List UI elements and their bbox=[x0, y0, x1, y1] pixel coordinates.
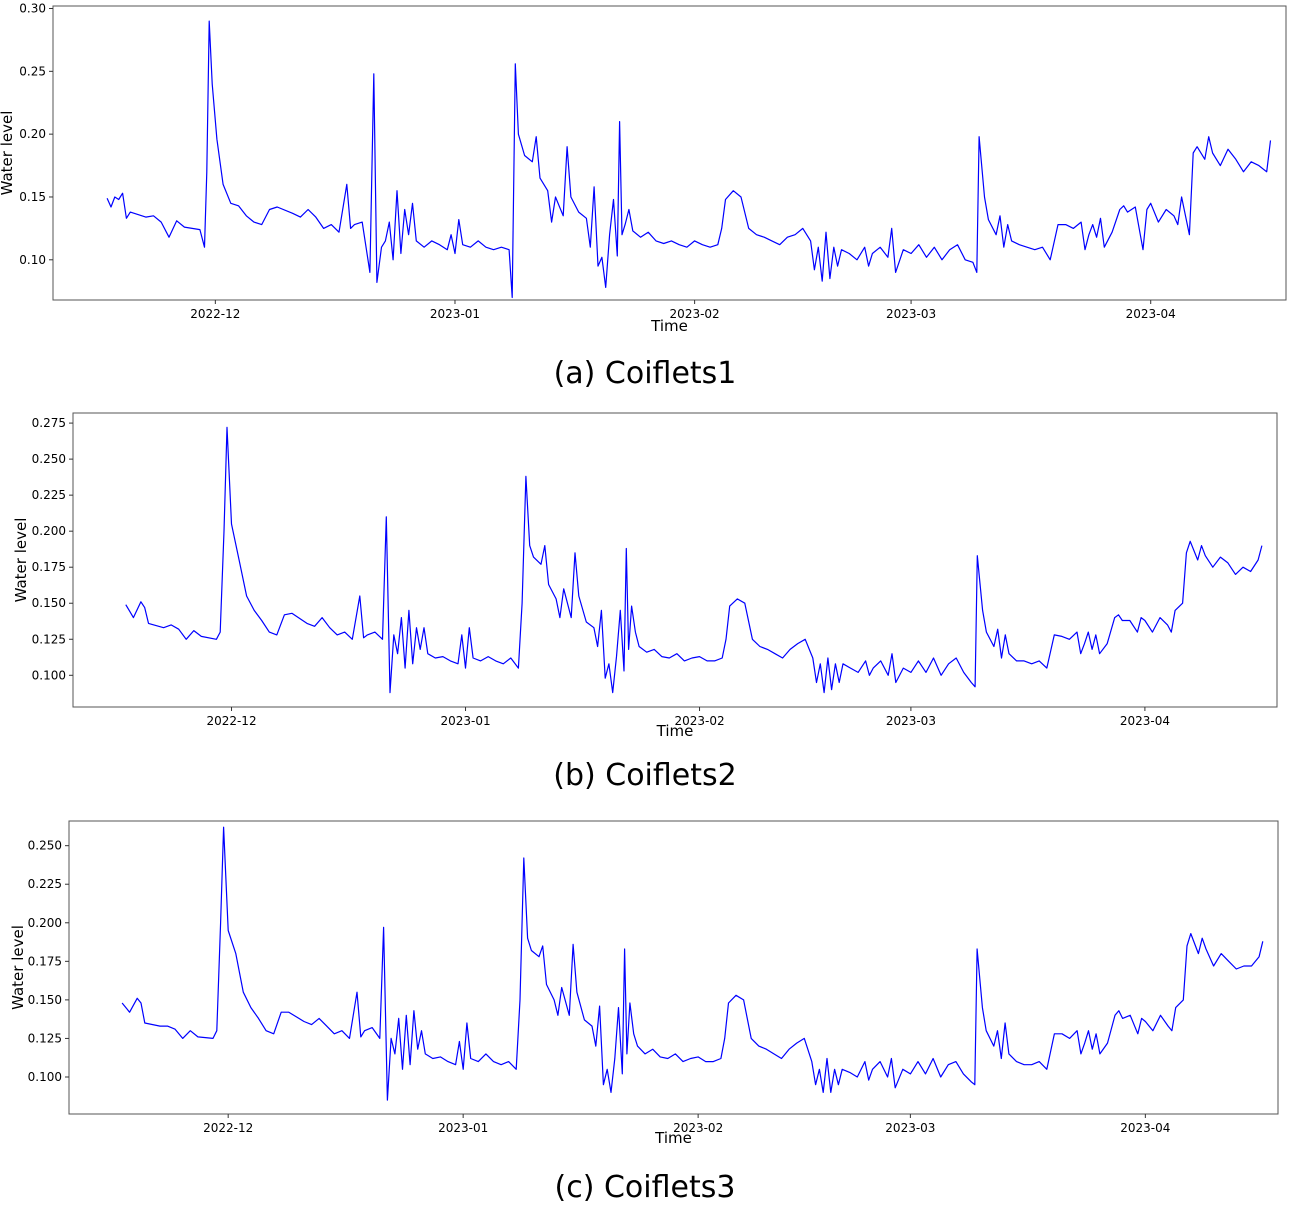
y-tick-label: 0.250 bbox=[28, 839, 62, 853]
plot-frame bbox=[52, 5, 1287, 301]
x-tick-label: 2023-02 bbox=[674, 714, 724, 728]
x-tick-label: 2023-01 bbox=[430, 307, 480, 321]
y-axis-label: Water level bbox=[12, 518, 30, 603]
x-tick-label: 2023-03 bbox=[886, 714, 936, 728]
y-tick-label: 0.175 bbox=[28, 954, 62, 968]
y-tick-label: 0.200 bbox=[32, 524, 66, 538]
y-tick-label: 0.15 bbox=[19, 190, 46, 204]
y-tick-label: 0.20 bbox=[19, 127, 46, 141]
x-tick-label: 2023-04 bbox=[1126, 307, 1176, 321]
x-axis-label: Time bbox=[656, 722, 694, 740]
y-tick-label: 0.25 bbox=[19, 64, 46, 78]
y-tick-label: 0.100 bbox=[32, 668, 66, 682]
chart-panel-b: 0.100 0.125 0.150 0.175 0.200 0.225 0.250 0.275… bbox=[0, 405, 1290, 750]
plot-frame bbox=[68, 820, 1279, 1115]
y-tick-label: 0.100 bbox=[28, 1070, 62, 1084]
x-tick-label: 2023-03 bbox=[885, 1121, 935, 1135]
chart-panel-c: 0.100 0.125 0.150 0.175 0.200 0.225 0.250 2022-… bbox=[0, 812, 1290, 1157]
x-axis-label: Time bbox=[650, 317, 688, 335]
chart-panel-a: 0.10 0.15 0.20 0.25 0.30 2022-12 2023-01 2023-0… bbox=[0, 0, 1290, 345]
y-tick-label: 0.200 bbox=[28, 916, 62, 930]
x-tick-label: 2022-12 bbox=[190, 307, 240, 321]
x-tick-label: 2023-02 bbox=[673, 1121, 723, 1135]
y-axis-label: Water level bbox=[9, 925, 27, 1010]
x-tick-label: 2023-04 bbox=[1120, 1121, 1170, 1135]
y-tick-label: 0.10 bbox=[19, 253, 46, 267]
y-tick-label: 0.175 bbox=[32, 560, 66, 574]
y-tick-label: 0.30 bbox=[19, 2, 46, 16]
y-axis-label: Water level bbox=[0, 111, 16, 196]
water-level-line bbox=[121, 826, 1264, 1101]
y-tick-label: 0.250 bbox=[32, 452, 66, 466]
caption-c: (c) Coiflets3 bbox=[554, 1170, 736, 1205]
x-tick-label: 2023-03 bbox=[886, 307, 936, 321]
y-tick-label: 0.275 bbox=[32, 416, 66, 430]
chart-c: 0.100 0.125 0.150 0.175 0.200 0.225 0.250 2022-… bbox=[9, 820, 1279, 1147]
caption-a: (a) Coiflets1 bbox=[553, 356, 737, 391]
y-tick-label: 0.125 bbox=[32, 632, 66, 646]
y-tick-label: 0.150 bbox=[28, 993, 62, 1007]
y-tick-label: 0.225 bbox=[32, 488, 66, 502]
x-axis-label: Time bbox=[654, 1129, 692, 1147]
x-tick-label: 2023-02 bbox=[670, 307, 720, 321]
x-tick-label: 2022-12 bbox=[206, 714, 256, 728]
y-tick-label: 0.125 bbox=[28, 1031, 62, 1045]
x-tick-label: 2023-01 bbox=[440, 714, 490, 728]
plot-frame bbox=[72, 412, 1278, 708]
chart-a: 0.10 0.15 0.20 0.25 0.30 2022-12 2023-01 2023-0… bbox=[0, 2, 1287, 335]
caption-b: (b) Coiflets2 bbox=[553, 758, 737, 793]
y-tick-label: 0.225 bbox=[28, 877, 62, 891]
chart-b: 0.100 0.125 0.150 0.175 0.200 0.225 0.250 0.275… bbox=[12, 412, 1278, 740]
water-level-line bbox=[125, 426, 1263, 694]
y-tick-label: 0.150 bbox=[32, 596, 66, 610]
water-level-line bbox=[106, 20, 1272, 299]
x-tick-label: 2022-12 bbox=[203, 1121, 253, 1135]
x-tick-label: 2023-01 bbox=[438, 1121, 488, 1135]
x-tick-label: 2023-04 bbox=[1120, 714, 1170, 728]
